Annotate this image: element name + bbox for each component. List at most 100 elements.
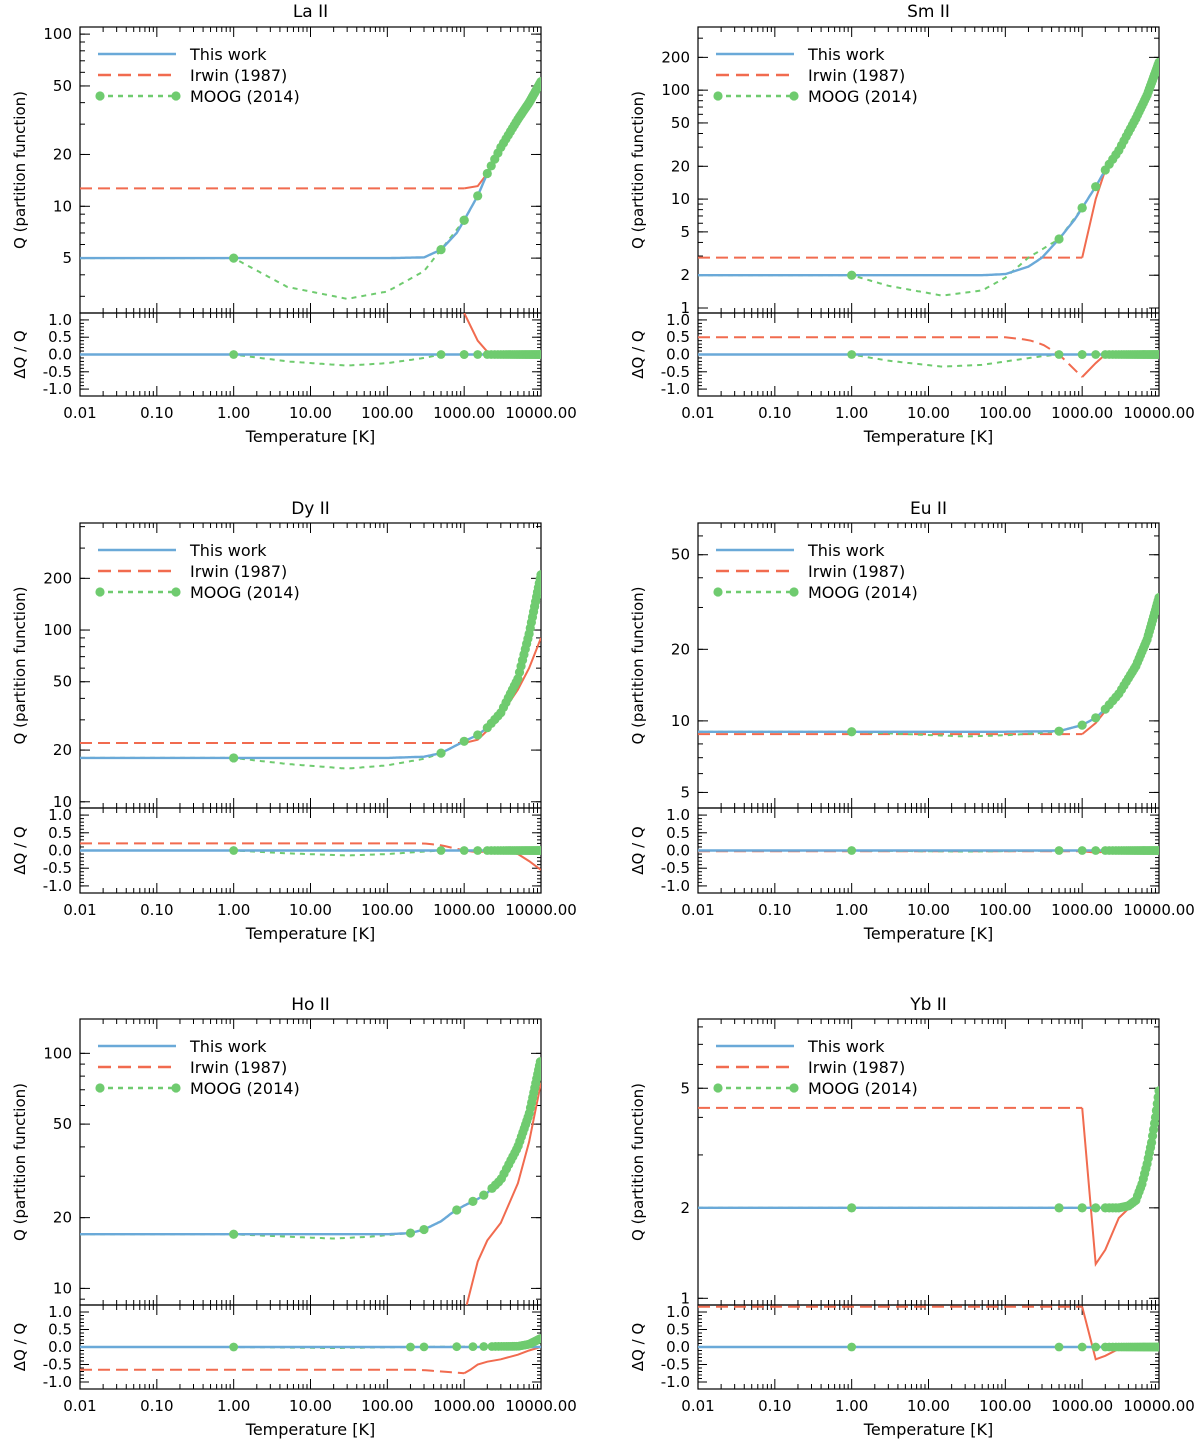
y-tick-label: 10 <box>53 197 72 215</box>
panel-title: Sm II <box>907 2 950 22</box>
x-tick-label: 1000.00 <box>1051 901 1113 919</box>
y-tick-label: 5 <box>680 783 690 801</box>
residual-moog-marker <box>1054 1342 1064 1352</box>
main-axes-frame <box>697 26 1160 314</box>
y-tick-label: 50 <box>671 114 690 132</box>
residual-moog-marker <box>473 846 483 855</box>
panel-dy-ii: Dy II 0.01 0.10 1.00 10.00 100.00 1000.00 10000… <box>11 499 577 943</box>
moog-marker <box>535 1057 541 1067</box>
legend-this-work-label: This work <box>807 45 885 64</box>
residual-axis-label: ΔQ / Q <box>629 826 647 874</box>
residual-moog-marker <box>1154 846 1159 855</box>
x-tick-label: 10000.00 <box>505 404 577 422</box>
residual-moog-marker <box>1091 1342 1101 1352</box>
legend-moog-marker <box>95 1083 105 1093</box>
legend-moog-marker <box>713 91 723 101</box>
panel-title: Ho II <box>291 995 330 1015</box>
x-tick-label: 0.10 <box>758 901 791 919</box>
x-tick-label: 0.10 <box>758 1397 791 1415</box>
residual-tick-label: 0.5 <box>666 328 690 346</box>
x-axis-label: Temperature [K] <box>245 924 375 943</box>
legend-moog-label: MOOG (2014) <box>808 583 918 602</box>
residual-tick-label: -1.0 <box>661 1373 690 1391</box>
legend-this-work-label: This work <box>807 541 885 560</box>
x-tick-label: 10.00 <box>289 404 332 422</box>
residual-moog-line <box>698 353 1159 368</box>
series-irwin-line <box>465 1082 541 1305</box>
x-tick-label: 10000.00 <box>1123 1397 1195 1415</box>
moog-marker <box>486 161 496 171</box>
x-axis: 0.01 0.10 1.00 10.00 100.00 1000.00 10000.00 Te… <box>681 523 1195 943</box>
moog-marker <box>459 736 469 746</box>
residual-tick-label: 0.0 <box>48 346 72 364</box>
y-tick-label: 10 <box>671 190 690 208</box>
moog-marker <box>436 245 446 255</box>
y-tick-label: 100 <box>661 81 690 99</box>
panel-title: Eu II <box>910 499 947 519</box>
panel-sm-ii: Sm II0.01 0.10 1.00 10.00 100.00 1000.00 10000… <box>629 2 1195 446</box>
residual-plot-area <box>80 313 541 367</box>
residual-moog-marker <box>1054 350 1064 359</box>
x-tick-label: 0.01 <box>681 1397 714 1415</box>
moog-marker <box>473 191 483 201</box>
moog-marker <box>1091 1203 1101 1213</box>
x-tick-label: 10.00 <box>907 901 950 919</box>
residual-moog-marker <box>1154 1342 1159 1352</box>
residual-moog-marker <box>459 846 469 855</box>
legend-moog-marker <box>789 587 799 597</box>
residual-tick-label: 1.0 <box>48 311 72 329</box>
legend-moog-label: MOOG (2014) <box>808 87 918 106</box>
residual-tick-label: 0.5 <box>666 1321 690 1339</box>
residual-tick-label: 0.0 <box>666 1338 690 1356</box>
residual-y-axis: 1.00.50.0-0.5-1.0 ΔQ / Q <box>11 311 541 398</box>
y-tick-label: 20 <box>53 1209 72 1227</box>
y-tick-label: 20 <box>53 145 72 163</box>
series-moog-line <box>80 1058 541 1240</box>
y-tick-label: 100 <box>43 25 72 43</box>
residual-tick-label: 0.0 <box>666 842 690 860</box>
moog-marker <box>1154 593 1159 603</box>
main-plot-area <box>698 57 1159 297</box>
residual-moog-marker <box>459 350 469 359</box>
main-plot-area <box>698 593 1159 738</box>
residual-moog-marker <box>436 350 446 359</box>
panel-yb-ii: Yb II0.01 0.10 1.00 10.00 100.00 1000.00 10000… <box>629 995 1195 1439</box>
moog-marker <box>229 753 239 763</box>
residual-moog-marker <box>536 846 541 855</box>
residual-moog-marker <box>468 1342 478 1351</box>
x-tick-label: 1.00 <box>835 1397 868 1415</box>
y-tick-label: 20 <box>671 640 690 658</box>
x-axis-label: Temperature [K] <box>245 427 375 446</box>
residual-tick-label: 1.0 <box>666 806 690 824</box>
series-irwin-line <box>1081 597 1159 735</box>
residual-axis-label: ΔQ / Q <box>629 1323 647 1371</box>
x-tick-label: 0.01 <box>63 404 96 422</box>
moog-marker <box>459 215 469 225</box>
x-tick-label: 0.10 <box>140 1397 173 1415</box>
residual-moog-marker <box>1154 350 1159 359</box>
residual-moog-marker <box>847 846 857 855</box>
legend: This work Irwin (1987) MOOG (2014) <box>95 1037 300 1098</box>
moog-marker <box>1077 1203 1087 1213</box>
series-this-work-line <box>80 574 541 760</box>
x-tick-label: 100.00 <box>361 901 414 919</box>
residual-moog-marker <box>452 1342 462 1352</box>
moog-marker <box>847 270 857 280</box>
residual-tick-label: -0.5 <box>43 363 72 381</box>
moog-marker <box>229 1229 239 1239</box>
residual-moog-marker <box>473 350 483 359</box>
x-tick-label: 10.00 <box>907 404 950 422</box>
moog-marker <box>847 727 857 737</box>
residual-tick-label: -0.5 <box>43 1356 72 1374</box>
main-plot-area <box>80 1057 541 1305</box>
residual-tick-label: -0.5 <box>661 1356 690 1374</box>
y-axis-label: Q (partition function) <box>629 1083 647 1241</box>
x-tick-label: 1000.00 <box>433 901 495 919</box>
series-moog-line <box>80 81 541 300</box>
residual-moog-marker <box>406 1342 415 1352</box>
residual-irwin-line <box>463 313 541 356</box>
residual-irwin-line <box>1081 1306 1159 1361</box>
x-tick-label: 100.00 <box>979 1397 1032 1415</box>
legend-irwin-label: Irwin (1987) <box>190 562 287 581</box>
panel-title: La II <box>293 2 328 22</box>
